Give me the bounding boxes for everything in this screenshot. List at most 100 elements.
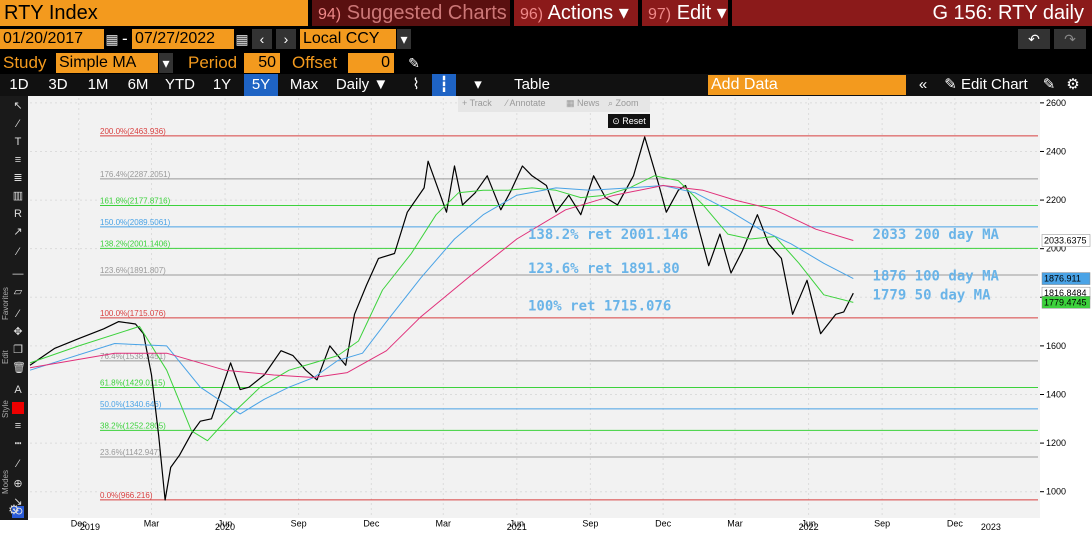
annotation-label: 100% ret 1715.076 [528,299,671,315]
line-style-icon[interactable]: ┅ [14,438,22,450]
chevron-right-icon[interactable]: › [276,29,296,49]
annotation-label: 1779 50 day MA [873,288,992,304]
frequency-select[interactable]: Daily ▼ [335,76,389,93]
fib-level-label: 123.6%(1891.807) [100,266,166,275]
move-icon[interactable]: ✥ [13,326,23,338]
price-chart[interactable]: 200.0%(2463.936) 176.4%(2287.2051) 161.8%(… [0,96,1092,536]
x-tick-label: Jun [801,518,816,528]
tf-max[interactable]: Max [289,76,319,93]
y-tick-label: 1600 [1046,341,1066,351]
tf-6m[interactable]: 6M [127,76,149,93]
chart-id-title: G 156: RTY daily [732,0,1092,26]
x-tick-label: Mar [144,518,160,528]
brush-icon[interactable]: ⁄ [17,246,19,258]
pencil-icon[interactable]: ✎ [404,53,424,73]
value-tag [1041,234,1091,247]
chevron-down-icon[interactable]: ▾ [474,76,482,93]
undo-icon[interactable]: ↶ [1018,29,1050,49]
style-label: Style [1,400,10,418]
drawing-toolbar: ↖ ⁄ T ≡ ≣ ▥ R ↗ ⁄ — ▱ ⁄ ✥ ❐ 🗑 A ≡ ┅ ⁄ ⊕ … [0,96,28,520]
range-dash: - [122,29,128,48]
x-tick-label: Jun [218,518,233,528]
fib-level-label: 0.0%(966.216) [100,491,153,500]
offset-input[interactable]: 0 [348,53,394,73]
edit-menu[interactable]: 97) Edit ▾ [642,0,728,26]
redo-icon[interactable]: ↷ [1054,29,1086,49]
rect-icon[interactable]: ▱ [13,286,23,298]
hline-icon[interactable]: — [12,268,24,280]
gear-icon[interactable]: ⚙ [8,502,20,517]
tf-ytd[interactable]: YTD [165,76,195,93]
candlestick-icon[interactable]: ┇ [432,74,456,96]
settings-icon[interactable]: ⚙ [1066,76,1080,93]
track-button[interactable]: + Track [462,98,492,108]
tf-1m[interactable]: 1M [87,76,109,93]
ruler-icon[interactable]: R [14,208,22,220]
annotate-button[interactable]: ⁄ Annotate [506,98,546,108]
menu-number: 94) [318,6,342,23]
zoom-button[interactable]: ⌕ Zoom [608,98,639,108]
trend-icon[interactable]: ↗ [13,226,23,238]
fib-tool-icon[interactable]: ≡ [14,154,22,166]
table-button[interactable]: Table [514,76,550,93]
chevron-down-icon[interactable]: ▾ [159,53,173,73]
fib-level-label: 23.6%(1142.947) [100,448,161,457]
line-tool-icon[interactable]: ⁄ [17,118,19,130]
actions-menu[interactable]: 96) Actions ▾ [514,0,638,26]
channel-icon[interactable]: ▥ [12,190,24,202]
chevron-down-icon[interactable]: ▾ [397,29,411,49]
period-label: Period [188,53,238,72]
tf-1d[interactable]: 1D [9,76,29,93]
news-button[interactable]: ▦ News [566,98,600,108]
calendar-icon[interactable]: ▦ [235,29,249,49]
diag-icon[interactable]: ⁄ [17,308,19,320]
fib-level-label: 100.0%(1715.076) [100,309,166,318]
tf-5y[interactable]: 5Y [244,74,278,96]
text-tool-icon[interactable]: T [14,136,22,148]
study-type-select[interactable]: Simple MA [56,53,158,73]
color-swatch-icon[interactable] [12,402,24,414]
reset-button[interactable]: ⊙ Reset [608,114,650,128]
fib-ext-icon[interactable]: ≣ [13,172,23,184]
x-tick-label: Sep [582,518,598,528]
cursor-icon[interactable]: ↖ [13,100,23,112]
menu-label: Actions ▾ [547,2,629,24]
x-tick-label: Mar [436,518,452,528]
edit-chart-button[interactable]: ✎ Edit Chart [938,74,1034,96]
pen-icon[interactable]: ⁄ [17,458,19,470]
snap-icon[interactable]: ⟲ [12,506,24,518]
value-tag-label: 1816.8484 [1044,288,1087,298]
collapse-icon[interactable]: « [918,76,928,93]
line-weight-icon[interactable]: ≡ [14,420,22,432]
add-data-input[interactable]: Add Data [708,75,906,95]
y-tick-label: 2600 [1046,98,1066,108]
edit-icon[interactable]: ✎ [1042,76,1056,93]
reset-zoom-icon[interactable]: ↘ [13,496,23,508]
value-tag [1041,296,1091,309]
calendar-icon[interactable]: ▦ [105,29,119,49]
fib-level-label: 150.0%(2089.5061) [100,218,171,227]
fib-level-label: 61.8%(1429.0115) [100,378,166,387]
study-label: Study [3,53,47,72]
x-tick-label: Jun [510,518,525,528]
copy-icon[interactable]: ❐ [13,344,23,356]
x-year-label: 2020 [215,522,235,532]
fib-level-label: 38.2%(1252.2805) [100,421,166,430]
tf-1y[interactable]: 1Y [212,76,232,93]
tf-3d[interactable]: 3D [48,76,68,93]
delete-icon[interactable]: 🗑 [12,362,26,374]
currency-select[interactable]: Local CCY [300,29,396,49]
y-tick-label: 2200 [1046,195,1066,205]
period-input[interactable]: 50 [244,53,280,73]
font-icon[interactable]: A [14,384,22,396]
security-ticker[interactable]: RTY Index [0,0,308,26]
x-year-label: 2022 [799,522,819,532]
end-date-field[interactable]: 07/27/2022 [132,29,234,49]
start-date-field[interactable]: 01/20/2017 [0,29,104,49]
zoom-icon[interactable]: ⊕ [13,478,23,490]
chevron-left-icon[interactable]: ‹ [252,29,272,49]
x-year-label: 2021 [507,522,527,532]
line-chart-icon[interactable]: ⌇ [412,76,420,93]
series-line [29,136,854,501]
suggested-charts-menu[interactable]: 94) Suggested Charts [312,0,510,26]
